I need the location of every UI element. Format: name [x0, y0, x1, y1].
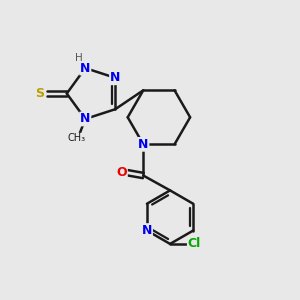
- Text: N: N: [80, 112, 90, 125]
- Text: N: N: [142, 224, 152, 237]
- Text: N: N: [80, 61, 90, 75]
- Text: CH₃: CH₃: [67, 133, 86, 143]
- Text: N: N: [138, 138, 148, 151]
- Text: O: O: [116, 166, 127, 179]
- Text: Cl: Cl: [188, 237, 201, 250]
- Text: H: H: [75, 53, 83, 63]
- Text: N: N: [110, 71, 120, 84]
- Text: S: S: [35, 87, 44, 100]
